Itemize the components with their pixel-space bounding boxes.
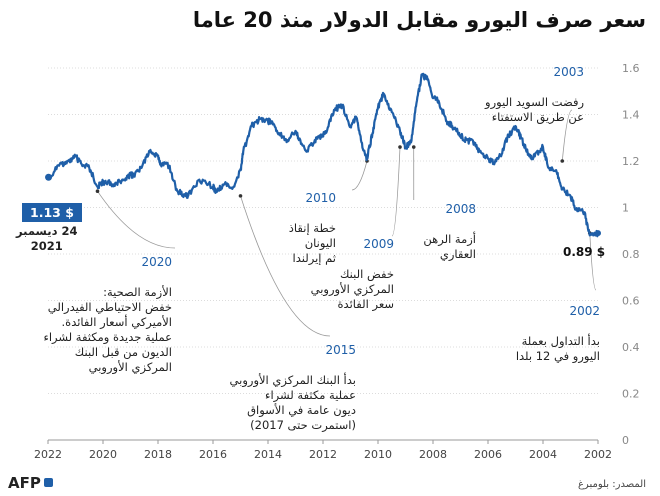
annotation-text: الأزمة الصحية: خفض الاحتياطي الفيدرالي ا… — [43, 285, 172, 374]
x-tick-label: 2016 — [199, 448, 227, 461]
start-point-marker — [45, 173, 53, 181]
annotation-text: خفض البنك المركزي الأوروبي سعر الفائدة — [310, 267, 394, 311]
annotation-year: 2002 — [569, 304, 600, 318]
y-tick-label: 1.6 — [622, 62, 640, 75]
annotation-year: 2003 — [553, 65, 584, 79]
leader-2002 — [589, 233, 597, 291]
x-tick-label: 2018 — [144, 448, 172, 461]
point-markers — [45, 173, 601, 237]
x-tick-label: 2006 — [474, 448, 502, 461]
annotation-year: 2015 — [325, 343, 356, 357]
y-tick-label: 1.4 — [622, 109, 640, 122]
annotation-text: رفضت السويد اليورو عن طريق الاستفتاء — [485, 95, 584, 124]
y-tick-label: 0.2 — [622, 388, 640, 401]
x-tick-label: 2004 — [529, 448, 557, 461]
y-tick-label: 1 — [622, 202, 629, 215]
source-note: المصدر: بلومبرغ — [577, 479, 646, 490]
leader-2009 — [391, 147, 401, 237]
y-tick-label: 0 — [622, 434, 629, 447]
leader-2003 — [561, 109, 573, 162]
annotation-year: 2010 — [305, 191, 336, 205]
annotation-2002: 2002 بدأ التداول بعملة اليورو في 12 بلدا — [516, 289, 600, 364]
start-date-label: 24 ديسمبر 2021 — [16, 224, 78, 254]
x-tick-label: 2010 — [364, 448, 392, 461]
leader-2015 — [240, 195, 331, 337]
annotation-text: بدأ البنك المركزي الأوروبي عملية مكثفة ل… — [229, 373, 356, 432]
annotation-text: بدأ التداول بعملة اليورو في 12 بلدا — [515, 334, 600, 363]
leader-2008-dot — [411, 145, 416, 149]
leader-2009-dot — [398, 145, 402, 149]
y-tick-label: 0.6 — [622, 295, 640, 308]
annotation-2003: 2003 رفضت السويد اليورو عن طريق الاستفتا… — [485, 50, 584, 125]
annotation-2008: 2008 أزمة الرهن العقاري — [423, 187, 476, 262]
leader-2010 — [351, 160, 368, 191]
annotation-year: 2020 — [141, 255, 172, 269]
x-tick-label: 2002 — [584, 448, 612, 461]
x-tick-label: 2014 — [254, 448, 282, 461]
start-value-badge: 1.13 $ — [22, 203, 82, 222]
annotation-2009: 2009 خفض البنك المركزي الأوروبي سعر الفا… — [311, 222, 394, 312]
y-tick-label: 0.4 — [622, 341, 640, 354]
x-tick-label: 2012 — [309, 448, 337, 461]
y-tick-label: 1.2 — [622, 155, 640, 168]
series-line — [47, 72, 600, 238]
series-layer — [47, 72, 600, 238]
afp-logo-text: AFP — [8, 474, 41, 492]
chart-title: سعر صرف اليورو مقابل الدولار منذ 20 عاما — [192, 8, 646, 32]
afp-logo: AFP — [8, 474, 53, 492]
end-value-label: 0.89 $ — [563, 245, 606, 259]
leader-lines — [95, 109, 597, 337]
annotation-2015: 2015 بدأ البنك المركزي الأوروبي عملية مك… — [230, 328, 356, 433]
end-point-marker — [595, 230, 601, 237]
annotation-text: خطة إنقاذ اليونان ثم إيرلندا — [288, 221, 336, 265]
leader-2020 — [97, 190, 176, 249]
annotation-year: 2008 — [445, 202, 476, 216]
annotation-text: أزمة الرهن العقاري — [423, 232, 476, 261]
leader-2003-dot — [560, 159, 565, 163]
leader-2020-dot — [95, 189, 100, 194]
annotation-2020: 2020 الأزمة الصحية: خفض الاحتياطي الفيدر… — [43, 240, 172, 375]
leader-2015-dot — [238, 194, 243, 198]
afp-logo-mark — [43, 478, 53, 487]
x-tick-label: 2008 — [419, 448, 447, 461]
y-tick-label: 0.8 — [622, 248, 640, 261]
x-tick-label: 2022 — [34, 448, 62, 461]
x-tick-labels: 2022 2020 2018 2016 2014 2012 2010 2008 2006 2004… — [34, 440, 612, 461]
annotation-year: 2009 — [363, 237, 394, 251]
x-tick-label: 2020 — [89, 448, 117, 461]
start-date-line1: 24 ديسمبر — [16, 224, 78, 238]
y-tick-labels: 0 0.2 0.4 0.6 0.8 1 1.2 1.4 1.6 — [622, 62, 640, 447]
start-date-line2: 2021 — [30, 239, 63, 253]
annotation-2010: 2010 خطة إنقاذ اليونان ثم إيرلندا — [289, 176, 336, 266]
